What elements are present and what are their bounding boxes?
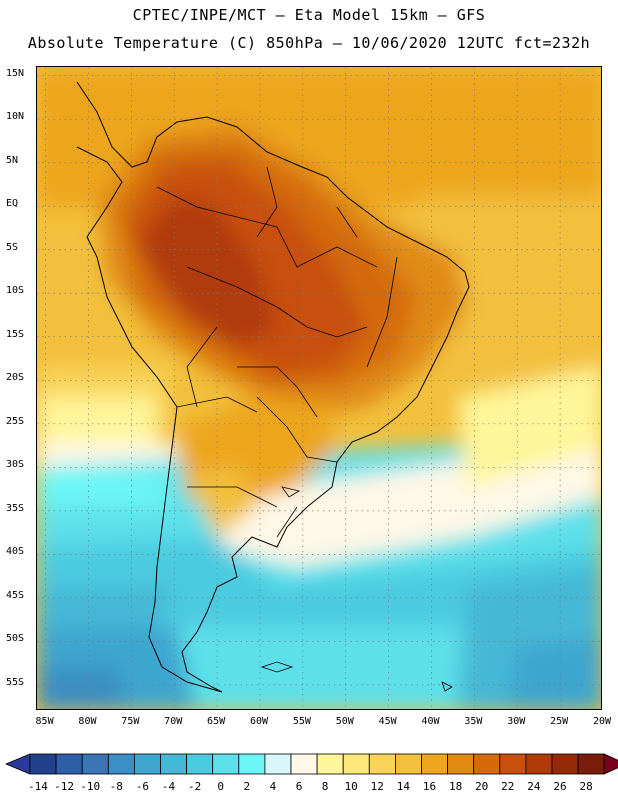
colorbar	[4, 753, 618, 775]
colorbar-segment	[577, 753, 605, 775]
latitude-label: 15S	[6, 328, 25, 340]
colorbar-label: 2	[243, 780, 251, 793]
colorbar-label: 18	[448, 780, 463, 793]
colorbar-label: 12	[370, 780, 384, 793]
colorbar-segment	[316, 753, 344, 775]
colorbar-segment	[525, 753, 553, 775]
colorbar-label: 26	[553, 780, 567, 793]
longitude-label: 65W	[207, 716, 226, 727]
colorbar-label: -8	[109, 780, 123, 793]
latitude-label: EQ	[6, 198, 19, 210]
colorbar-label: 6	[295, 780, 303, 793]
longitude-label: 85W	[35, 716, 54, 727]
longitude-label: 20W	[592, 716, 612, 727]
latitude-label: 5N	[6, 154, 19, 166]
colorbar-segment	[473, 753, 501, 775]
colorbar-segment	[342, 753, 370, 775]
grid-lines	[37, 67, 601, 709]
latitude-label: 40S	[6, 546, 25, 558]
latitude-label: 25S	[6, 415, 25, 427]
colorbar-label: 20	[475, 780, 489, 793]
longitude-label: 35W	[464, 716, 483, 727]
latitude-label: 30S	[6, 459, 25, 471]
colorbar-segment	[55, 753, 83, 775]
colorbar-label: -14	[28, 780, 48, 793]
colorbar-label: 28	[579, 780, 593, 793]
colorbar-label: 24	[527, 780, 541, 793]
latitude-label: 10S	[6, 285, 25, 297]
latitude-label: 55S	[6, 676, 25, 688]
colorbar-label: -6	[135, 780, 150, 793]
colorbar-segment	[499, 753, 527, 775]
colorbar-label: -4	[161, 780, 176, 793]
longitude-label: 50W	[335, 716, 354, 727]
colorbar-segment	[238, 753, 266, 775]
temperature-field	[37, 67, 601, 709]
colorbar-label: 10	[344, 780, 358, 793]
colorbar-segment	[107, 753, 135, 775]
longitude-label: 80W	[78, 716, 97, 727]
longitude-label: 60W	[249, 716, 268, 727]
colorbar-segment	[264, 753, 292, 775]
colorbar-segment	[290, 753, 318, 775]
longitude-label: 40W	[421, 716, 440, 727]
colorbar-segment	[29, 753, 57, 775]
colorbar-segment	[368, 753, 396, 775]
colorbar-label: 14	[396, 780, 411, 793]
colorbar-label: 0	[217, 780, 224, 793]
colorbar-label: -12	[54, 780, 75, 793]
temperature-map[interactable]	[36, 66, 602, 710]
colorbar-label: 4	[269, 780, 277, 793]
colorbar-label: 16	[422, 780, 437, 793]
colorbar-segment	[212, 753, 240, 775]
latitude-label: 20S	[6, 372, 25, 384]
map-title-line2: Absolute Temperature (C) 850hPa – 10/06/…	[27, 34, 591, 52]
latitude-label: 15N	[6, 67, 25, 79]
colorbar-segment	[447, 753, 475, 775]
longitude-label: 70W	[164, 716, 183, 727]
longitude-label: 55W	[292, 716, 311, 727]
colorbar-label: -10	[80, 780, 101, 793]
map-title-line1: CPTEC/INPE/MCT – Eta Model 15km – GFS	[132, 6, 486, 24]
colorbar-segment	[133, 753, 161, 775]
colorbar-under-arrow	[4, 753, 31, 775]
colorbar-segment	[81, 753, 109, 775]
longitude-label: 45W	[378, 716, 397, 727]
colorbar-segment	[551, 753, 579, 775]
map-canvas	[37, 67, 601, 709]
longitude-label: 30W	[507, 716, 526, 727]
longitude-label: 25W	[550, 716, 569, 727]
colorbar-segment	[186, 753, 214, 775]
latitude-label: 5S	[6, 241, 19, 253]
colorbar-segment	[394, 753, 422, 775]
colorbar-over-arrow	[603, 753, 618, 775]
colorbar-segment	[421, 753, 449, 775]
colorbar-label: 8	[321, 780, 329, 793]
latitude-label: 50S	[6, 633, 25, 645]
latitude-label: 10N	[6, 111, 25, 123]
colorbar-label: -2	[187, 780, 202, 793]
longitude-label: 75W	[121, 716, 140, 727]
latitude-label: 35S	[6, 502, 25, 514]
colorbar-segment	[160, 753, 188, 775]
coastlines	[76, 81, 470, 693]
colorbar-label: 22	[501, 780, 515, 793]
latitude-label: 45S	[6, 589, 25, 601]
